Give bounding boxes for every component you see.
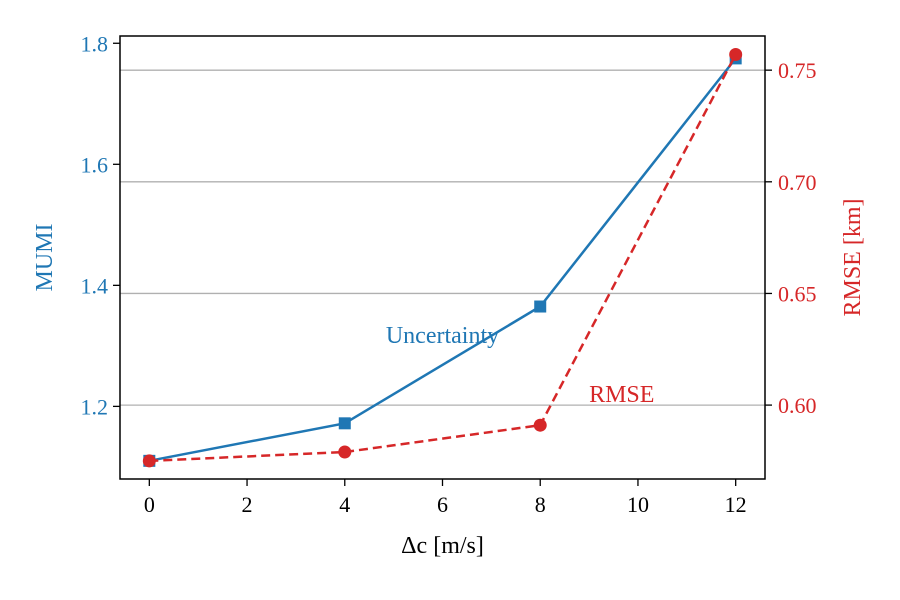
- x-tick-label: 4: [339, 492, 350, 517]
- x-axis-label: Δc [m/s]: [401, 533, 484, 559]
- left-y-tick-label: 1.8: [81, 31, 109, 56]
- series-line-rmse: [149, 53, 737, 463]
- data-point-rmse: [533, 418, 547, 432]
- x-tick-label: 10: [627, 492, 649, 517]
- data-point-uncertainty: [338, 417, 351, 430]
- x-tick-label: 2: [242, 492, 253, 517]
- data-point-rmse: [142, 454, 156, 468]
- left-y-axis-label: MUMI: [32, 223, 58, 291]
- series-layer: [142, 48, 743, 468]
- data-point-uncertainty: [534, 300, 547, 313]
- annotation-uncertainty: Uncertainty: [386, 323, 499, 349]
- x-tick-label: 6: [437, 492, 448, 517]
- right-y-tick-label: 0.70: [778, 170, 817, 195]
- axes-layer: 0 2 4 6 8 10 12 1.2 1.4 1.6 1.8 0.60 0.65 0.70 0.75 Δc …: [32, 31, 866, 559]
- left-y-tick-label: 1.2: [81, 394, 109, 419]
- data-point-rmse: [729, 48, 743, 62]
- left-y-tick-label: 1.6: [81, 152, 109, 177]
- plot-frame: [119, 35, 766, 480]
- right-y-tick-label: 0.75: [778, 58, 817, 83]
- annotation-rmse: RMSE: [589, 382, 654, 408]
- right-y-tick-label: 0.60: [778, 393, 817, 418]
- right-y-tick-label: 0.65: [778, 281, 817, 306]
- x-tick-label: 8: [535, 492, 546, 517]
- grid-lines: [120, 69, 765, 406]
- left-y-tick-label: 1.4: [81, 273, 109, 298]
- annotations: Uncertainty RMSE: [386, 323, 655, 408]
- series-line-uncertainty: [149, 57, 737, 463]
- x-tick-label: 12: [725, 492, 747, 517]
- x-tick-label: 0: [144, 492, 155, 517]
- right-y-axis-label: RMSE [km]: [840, 198, 866, 316]
- data-point-rmse: [338, 445, 352, 459]
